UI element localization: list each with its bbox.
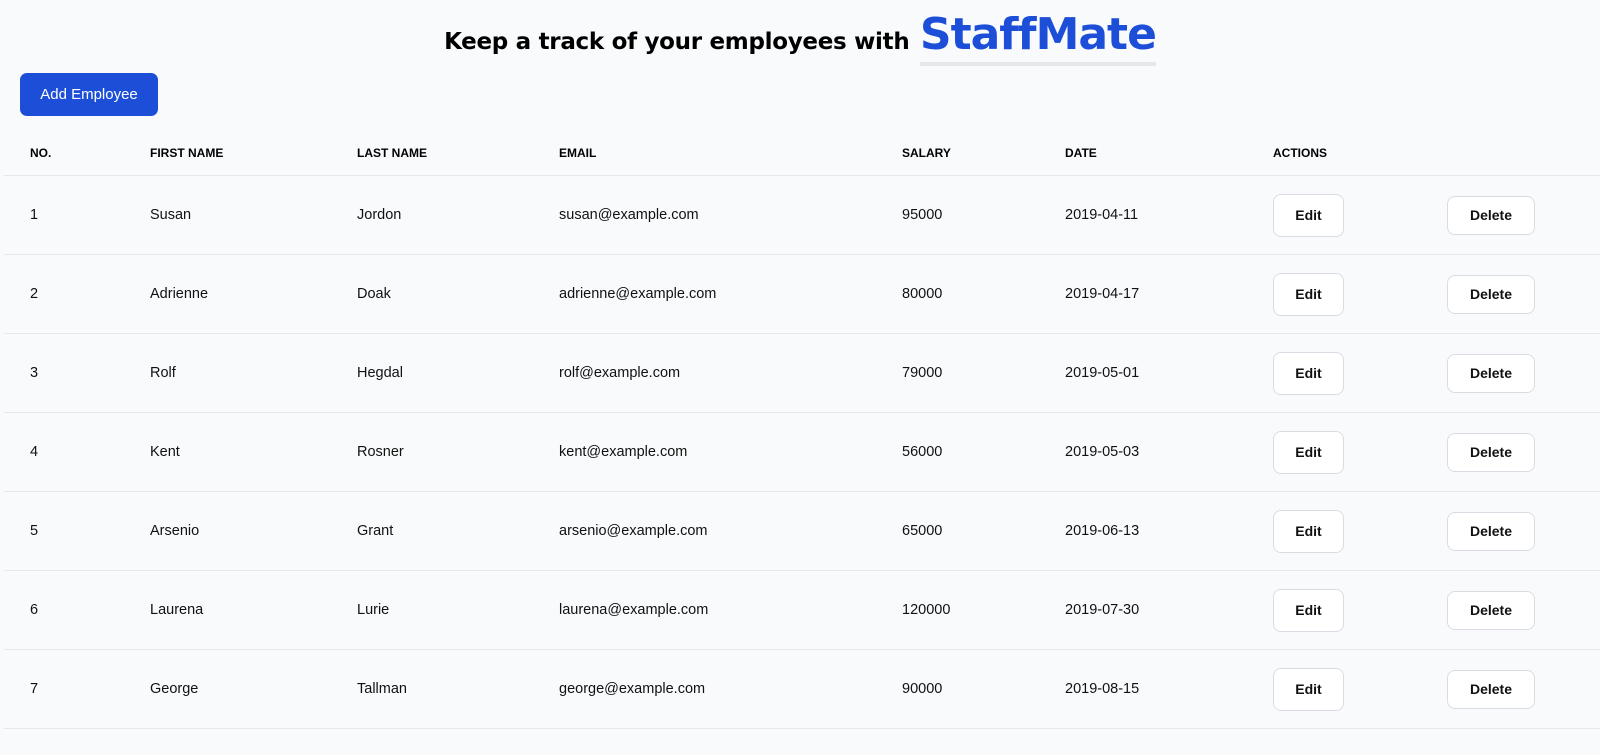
- edit-button[interactable]: Edit: [1273, 351, 1344, 395]
- email-cell: laurena@example.com: [559, 602, 709, 618]
- edit-button[interactable]: Edit: [1273, 588, 1344, 632]
- table-row: 3 Rolf Hegdal rolf@example.com 79000 2019-05-…: [4, 334, 1600, 413]
- edit-button[interactable]: Edit: [1273, 509, 1344, 553]
- table-row: 7 George Tallman george@example.com 90000 201…: [4, 650, 1600, 729]
- header-salary: SALARY: [902, 145, 951, 160]
- delete-cell: Delete: [1447, 650, 1535, 728]
- delete-button[interactable]: Delete: [1447, 590, 1535, 630]
- first-name-cell: Adrienne: [150, 286, 209, 302]
- email-cell: george@example.com: [559, 681, 706, 697]
- last-name-cell: Doak: [357, 286, 391, 302]
- row-number-cell: 4: [30, 444, 39, 460]
- salary-cell: 80000: [902, 286, 943, 302]
- email-cell: adrienne@example.com: [559, 286, 717, 302]
- first-name-cell: Kent: [150, 444, 180, 460]
- date-cell: 2019-04-17: [1065, 286, 1140, 302]
- edit-cell: Edit: [1273, 413, 1344, 491]
- edit-button[interactable]: Edit: [1273, 193, 1344, 237]
- date-cell: 2019-06-13: [1065, 523, 1140, 539]
- salary-cell: 90000: [902, 681, 943, 697]
- first-name-cell: Susan: [150, 207, 192, 223]
- table-row: 5 Arsenio Grant arsenio@example.com 65000 201…: [4, 492, 1600, 571]
- email-cell: susan@example.com: [559, 207, 699, 223]
- email-cell: arsenio@example.com: [559, 523, 708, 539]
- salary-cell: 56000: [902, 444, 943, 460]
- delete-cell: Delete: [1447, 176, 1535, 254]
- edit-button[interactable]: Edit: [1273, 272, 1344, 316]
- table-row: 6 Laurena Lurie laurena@example.com 120000 20…: [4, 571, 1600, 650]
- delete-cell: Delete: [1447, 492, 1535, 570]
- edit-button[interactable]: Edit: [1273, 430, 1344, 474]
- header-last-name: LAST NAME: [357, 145, 427, 160]
- email-cell: kent@example.com: [559, 444, 688, 460]
- last-name-cell: Grant: [357, 523, 394, 539]
- table-body: 1 Susan Jordon susan@example.com 95000 2019-0…: [4, 176, 1600, 729]
- employee-table: NO. FIRST NAME LAST NAME EMAIL SALARY DA…: [4, 130, 1600, 729]
- salary-cell: 95000: [902, 207, 943, 223]
- header-no: NO.: [30, 145, 52, 160]
- delete-button[interactable]: Delete: [1447, 511, 1535, 551]
- first-name-cell: Laurena: [150, 602, 204, 618]
- delete-cell: Delete: [1447, 413, 1535, 491]
- edit-cell: Edit: [1273, 255, 1344, 333]
- table-row: 2 Adrienne Doak adrienne@example.com 80000 20…: [4, 255, 1600, 334]
- date-cell: 2019-05-03: [1065, 444, 1140, 460]
- row-number-cell: 3: [30, 365, 39, 381]
- edit-cell: Edit: [1273, 650, 1344, 728]
- page-title: Keep a track of your employees with Staf…: [0, 8, 1600, 66]
- row-number-cell: 2: [30, 286, 39, 302]
- header-email: EMAIL: [559, 145, 597, 160]
- delete-button[interactable]: Delete: [1447, 432, 1535, 472]
- delete-cell: Delete: [1447, 571, 1535, 649]
- header-actions: ACTIONS: [1273, 145, 1327, 160]
- edit-cell: Edit: [1273, 492, 1344, 570]
- email-cell: rolf@example.com: [559, 365, 681, 381]
- title-lead: Keep a track of your employees with: [444, 29, 910, 55]
- delete-cell: Delete: [1447, 334, 1535, 412]
- delete-button[interactable]: Delete: [1447, 669, 1535, 709]
- table-row: 1 Susan Jordon susan@example.com 95000 2019-0…: [4, 176, 1600, 255]
- date-cell: 2019-04-11: [1065, 207, 1139, 223]
- salary-cell: 120000: [902, 602, 951, 618]
- delete-button[interactable]: Delete: [1447, 353, 1535, 393]
- edit-cell: Edit: [1273, 334, 1344, 412]
- edit-button[interactable]: Edit: [1273, 667, 1344, 711]
- edit-cell: Edit: [1273, 176, 1344, 254]
- row-number-cell: 1: [30, 207, 39, 223]
- last-name-cell: Hegdal: [357, 365, 403, 381]
- date-cell: 2019-05-01: [1065, 365, 1140, 381]
- last-name-cell: Lurie: [357, 602, 390, 618]
- last-name-cell: Tallman: [357, 681, 407, 697]
- salary-cell: 65000: [902, 523, 943, 539]
- delete-cell: Delete: [1447, 255, 1535, 333]
- row-number-cell: 7: [30, 681, 39, 697]
- last-name-cell: Rosner: [357, 444, 404, 460]
- date-cell: 2019-08-15: [1065, 681, 1140, 697]
- first-name-cell: Rolf: [150, 365, 176, 381]
- delete-button[interactable]: Delete: [1447, 195, 1535, 235]
- header-date: DATE: [1065, 145, 1097, 160]
- row-number-cell: 6: [30, 602, 39, 618]
- salary-cell: 79000: [902, 365, 943, 381]
- table-header: NO. FIRST NAME LAST NAME EMAIL SALARY DA…: [4, 130, 1600, 176]
- delete-button[interactable]: Delete: [1447, 274, 1535, 314]
- date-cell: 2019-07-30: [1065, 602, 1140, 618]
- row-number-cell: 5: [30, 523, 39, 539]
- table-row: 4 Kent Rosner kent@example.com 56000 2019-05-…: [4, 413, 1600, 492]
- add-employee-button[interactable]: Add Employee: [20, 73, 158, 116]
- first-name-cell: George: [150, 681, 199, 697]
- brand-logo: StaffMate: [919, 8, 1157, 66]
- header-first-name: FIRST NAME: [150, 145, 224, 160]
- edit-cell: Edit: [1273, 571, 1344, 649]
- last-name-cell: Jordon: [357, 207, 402, 223]
- first-name-cell: Arsenio: [150, 523, 200, 539]
